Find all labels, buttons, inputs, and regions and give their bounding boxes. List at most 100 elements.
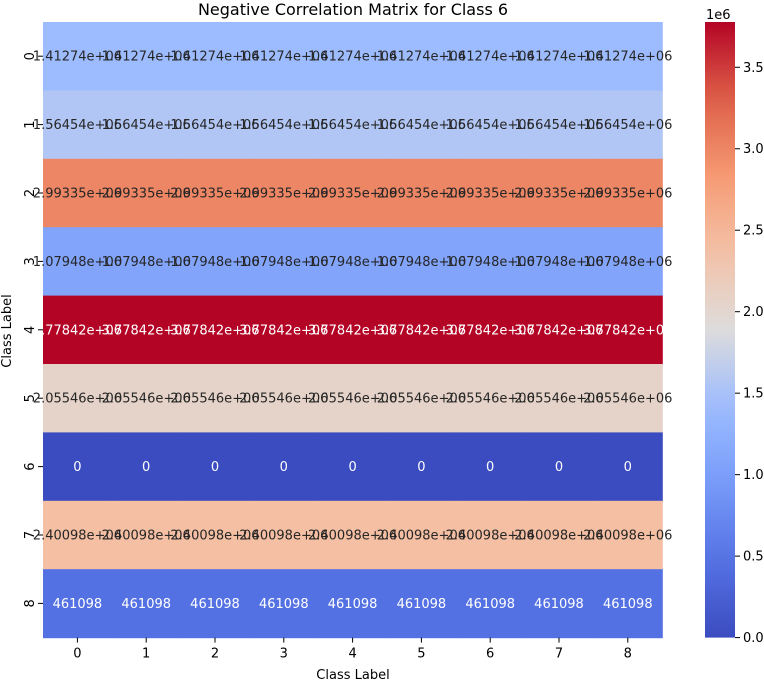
heatmap-cell-label: 1.07948e+06: [239, 255, 328, 270]
colorbar-tick-label: 0.5: [743, 550, 764, 565]
heatmap-cell: [524, 500, 594, 570]
heatmap-cell-label: 0: [211, 460, 219, 475]
heatmap-cell-label: 1.56454e+06: [446, 118, 535, 133]
heatmap-cell: [455, 90, 526, 160]
colorbar: 0.0 0.5 1.0 1.5 2.0 2.5 3.0 3.5: [705, 22, 764, 646]
heatmap-cell: [387, 569, 457, 639]
heatmap-cell-label: 2.05546e+06: [514, 392, 603, 407]
colorbar-gradient: [705, 22, 735, 638]
heatmap-cell: [593, 90, 663, 160]
heatmap-cell: [593, 569, 663, 639]
heatmap-cell: [249, 158, 319, 228]
heatmap-cell: [593, 158, 663, 228]
x-tick-label: 6: [486, 647, 494, 662]
heatmap-cell: [249, 364, 319, 433]
heatmap-cell: [455, 500, 526, 570]
heatmap-cell: [318, 227, 388, 297]
colorbar-offset-label: 1e6: [706, 8, 731, 23]
heatmap-cell: [524, 295, 594, 365]
heatmap-cell: [43, 158, 113, 228]
colorbar-tick-label: 2.5: [743, 224, 764, 239]
heatmap-cell-label: 2.05546e+06: [446, 392, 535, 407]
heatmap-cell-label: 1.41274e+06: [33, 50, 122, 65]
heatmap-cell: [387, 158, 457, 228]
heatmap-cell: [111, 295, 182, 365]
heatmap-cell-label: 1.07948e+06: [33, 255, 122, 270]
heatmap-cell: [387, 22, 457, 91]
y-tick-label: 2: [23, 189, 38, 197]
heatmap-cell: [524, 432, 594, 502]
x-tick-label: 8: [624, 647, 632, 662]
heatmap-cell-label: 2.05546e+06: [170, 392, 259, 407]
heatmap-cell-label: 3.77842e+06: [377, 323, 466, 338]
heatmap-cell: [43, 90, 113, 160]
heatmap-cell: [111, 22, 182, 91]
colorbar-tick-label: 3.5: [743, 61, 764, 76]
heatmap-cell-label: 3.77842e+06: [308, 323, 397, 338]
x-tick-label: 5: [417, 647, 425, 662]
heatmap-cell-label: 2.99335e+06: [446, 187, 535, 202]
heatmap-cell: [43, 364, 113, 433]
heatmap-cell: [249, 432, 319, 502]
heatmap-cell: [455, 432, 526, 502]
heatmap-cell-label: 2.40098e+06: [514, 529, 603, 544]
heatmap-cell-label: 1.07948e+06: [583, 255, 672, 270]
heatmap-cell-label: 2.05546e+06: [377, 392, 466, 407]
heatmap-cell: [455, 158, 526, 228]
heatmap-cell: [455, 22, 526, 91]
heatmap-cell: [524, 90, 594, 160]
heatmap-cell-label: 2.99335e+06: [377, 187, 466, 202]
heatmap-cell: [43, 295, 113, 365]
heatmap-cell-label: 3.77842e+06: [239, 323, 328, 338]
heatmap-cell: [455, 227, 526, 297]
heatmap-cell-label: 1.56454e+06: [33, 118, 122, 133]
heatmap-cell: [180, 227, 250, 297]
heatmap-cell: [249, 227, 319, 297]
heatmap-cell: [249, 295, 319, 365]
heatmap-cell-label: 1.41274e+06: [170, 50, 259, 65]
heatmap-cell-label: 0: [73, 460, 81, 475]
heatmap-cell: [43, 227, 113, 297]
heatmap-cell-label: 2.40098e+06: [308, 529, 397, 544]
heatmap-cell-label: 461098: [259, 597, 309, 612]
heatmap-cell-label: 2.40098e+06: [583, 529, 672, 544]
heatmap-cell: [593, 295, 663, 365]
heatmap-cell: [524, 364, 594, 433]
heatmap-cell-label: 461098: [190, 597, 240, 612]
y-tick-label: 0: [23, 52, 38, 60]
heatmap-cell: [593, 364, 663, 433]
heatmap-cell: [593, 432, 663, 502]
heatmap-cell-label: 0: [624, 460, 632, 475]
heatmap-cell-label: 0: [555, 460, 563, 475]
heatmap-cell: [111, 364, 182, 433]
heatmap-cell-label: 2.40098e+06: [33, 529, 122, 544]
heatmap-cell-label: 1.07948e+06: [308, 255, 397, 270]
heatmap-cell-label: 2.05546e+06: [239, 392, 328, 407]
heatmap-cell: [180, 90, 250, 160]
colorbar-tick-label: 1.0: [743, 468, 764, 483]
heatmap-cell-label: 461098: [534, 597, 584, 612]
x-tick-label: 7: [555, 647, 563, 662]
heatmap-cell-label: 2.05546e+06: [583, 392, 672, 407]
heatmap-cell-label: 1.41274e+06: [377, 50, 466, 65]
heatmap-cell-label: 1.41274e+06: [446, 50, 535, 65]
heatmap-cell-label: 461098: [53, 597, 103, 612]
heatmap-cell-label: 2.99335e+06: [239, 187, 328, 202]
heatmap-cell-label: 2.99335e+06: [514, 187, 603, 202]
y-axis-label: Class Label: [0, 294, 15, 367]
x-axis: 0 1 2 3 4 5 6 7 8: [73, 637, 632, 662]
colorbar-tick-label: 1.5: [743, 387, 764, 402]
heatmap-cell-label: 2.99335e+06: [308, 187, 397, 202]
heatmap-cell: [180, 364, 250, 433]
x-tick-label: 0: [73, 647, 81, 662]
x-axis-label: Class Label: [316, 668, 389, 681]
heatmap-cell-label: 1.41274e+06: [308, 50, 397, 65]
heatmap-cell-label: 1.07948e+06: [170, 255, 259, 270]
heatmap-cell-label: 0: [142, 460, 150, 475]
heatmap-cell-label: 461098: [121, 597, 171, 612]
x-tick-label: 2: [211, 647, 219, 662]
heatmap-cell: [318, 500, 388, 570]
heatmap-cell: [455, 569, 526, 639]
heatmap-cell: [180, 158, 250, 228]
